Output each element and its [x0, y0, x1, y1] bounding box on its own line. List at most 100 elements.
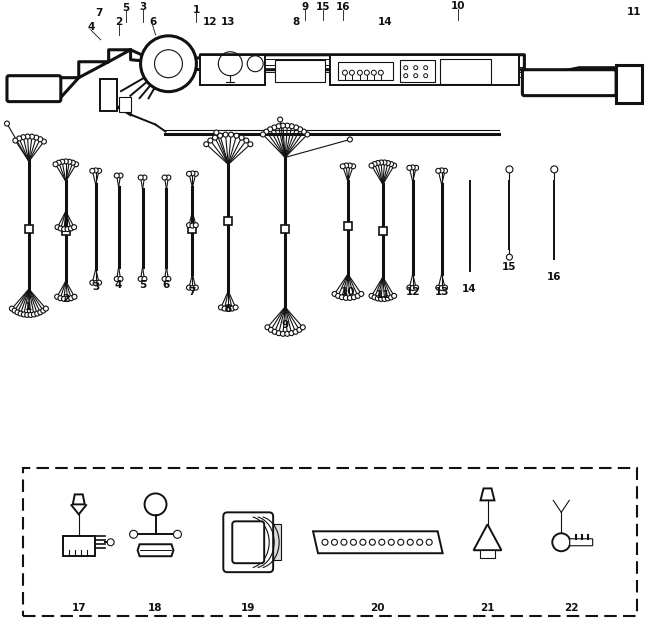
Text: 15: 15: [502, 262, 517, 272]
Circle shape: [130, 530, 138, 538]
Circle shape: [350, 164, 356, 169]
Circle shape: [382, 160, 387, 165]
Circle shape: [162, 276, 167, 281]
Text: 13: 13: [221, 17, 236, 27]
Bar: [225, 217, 232, 225]
Circle shape: [332, 291, 337, 296]
Circle shape: [70, 160, 75, 165]
Text: 7: 7: [189, 287, 196, 297]
Text: 2: 2: [115, 17, 122, 27]
Circle shape: [62, 296, 66, 301]
Circle shape: [410, 165, 415, 170]
Circle shape: [369, 163, 374, 168]
FancyBboxPatch shape: [570, 539, 593, 546]
Text: 9: 9: [282, 320, 289, 330]
Circle shape: [214, 130, 219, 135]
Circle shape: [173, 530, 182, 538]
Circle shape: [347, 163, 352, 168]
Circle shape: [114, 173, 119, 178]
Text: 1: 1: [25, 302, 32, 312]
Circle shape: [267, 127, 273, 132]
Text: 8: 8: [225, 304, 232, 314]
Text: 16: 16: [336, 2, 350, 12]
Circle shape: [67, 160, 72, 165]
FancyBboxPatch shape: [480, 550, 495, 558]
Circle shape: [212, 135, 217, 140]
Circle shape: [297, 327, 302, 332]
Circle shape: [12, 308, 17, 313]
Circle shape: [443, 168, 448, 173]
Text: 9: 9: [302, 2, 309, 12]
Circle shape: [208, 138, 213, 143]
Circle shape: [378, 160, 384, 165]
Circle shape: [352, 295, 356, 300]
Circle shape: [372, 295, 377, 300]
Text: 8: 8: [293, 17, 300, 27]
Circle shape: [339, 295, 345, 300]
Text: 17: 17: [71, 603, 86, 613]
FancyBboxPatch shape: [201, 55, 265, 85]
Circle shape: [369, 293, 374, 298]
Circle shape: [204, 142, 209, 147]
Circle shape: [372, 161, 377, 166]
Circle shape: [186, 285, 191, 290]
Bar: [25, 225, 33, 233]
Circle shape: [219, 305, 223, 310]
Circle shape: [72, 295, 77, 300]
Circle shape: [5, 121, 10, 126]
Bar: [379, 227, 387, 235]
Circle shape: [190, 286, 195, 291]
Circle shape: [56, 160, 61, 165]
Text: 12: 12: [406, 287, 420, 297]
Circle shape: [64, 159, 68, 164]
Circle shape: [378, 296, 384, 301]
Circle shape: [389, 295, 393, 300]
Circle shape: [118, 276, 123, 281]
Circle shape: [260, 132, 265, 137]
Text: 11: 11: [627, 7, 641, 17]
Circle shape: [65, 296, 70, 301]
Bar: [188, 225, 197, 233]
Circle shape: [506, 166, 513, 173]
Circle shape: [166, 276, 171, 281]
Circle shape: [21, 312, 27, 317]
Circle shape: [90, 280, 95, 285]
Bar: [344, 222, 352, 230]
Circle shape: [413, 165, 419, 170]
Circle shape: [97, 168, 102, 173]
Text: 22: 22: [564, 603, 578, 613]
Circle shape: [9, 306, 14, 311]
Circle shape: [193, 223, 199, 228]
Circle shape: [301, 129, 306, 134]
Circle shape: [18, 311, 23, 316]
Circle shape: [264, 129, 269, 134]
Circle shape: [276, 124, 281, 129]
Text: 19: 19: [241, 603, 256, 613]
Polygon shape: [480, 489, 495, 501]
Text: 14: 14: [378, 17, 392, 27]
Polygon shape: [138, 544, 173, 556]
Circle shape: [336, 293, 341, 298]
Text: 4: 4: [87, 22, 94, 32]
Circle shape: [53, 162, 58, 167]
Circle shape: [386, 296, 390, 301]
Circle shape: [355, 293, 360, 298]
Circle shape: [386, 161, 390, 166]
Circle shape: [506, 254, 513, 260]
Text: 13: 13: [434, 287, 449, 297]
Circle shape: [375, 296, 380, 301]
Text: 16: 16: [547, 272, 561, 282]
Circle shape: [15, 310, 20, 315]
FancyBboxPatch shape: [7, 76, 61, 102]
Text: 18: 18: [148, 603, 163, 613]
Text: 5: 5: [139, 280, 146, 290]
Circle shape: [217, 133, 223, 138]
Circle shape: [142, 276, 147, 281]
Circle shape: [43, 306, 49, 311]
Circle shape: [162, 175, 167, 180]
Circle shape: [55, 295, 60, 300]
Circle shape: [439, 286, 444, 291]
FancyBboxPatch shape: [439, 59, 491, 84]
Circle shape: [25, 312, 30, 317]
Circle shape: [269, 327, 273, 332]
